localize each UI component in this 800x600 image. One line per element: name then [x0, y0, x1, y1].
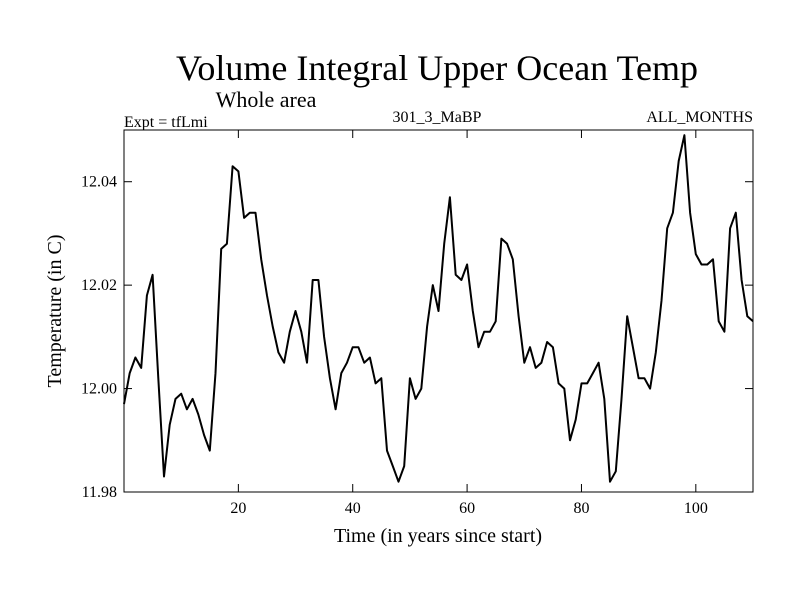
y-tick-label: 12.02: [81, 277, 117, 294]
chart-title: Volume Integral Upper Ocean Temp: [176, 48, 698, 88]
y-axis-label: Temperature (in C): [44, 235, 66, 388]
y-tick-label: 12.04: [81, 174, 117, 191]
y-axis-ticks: 11.98 12.00 12.02 12.04: [81, 174, 753, 501]
experiment-label: Expt = tfLmi: [124, 114, 208, 131]
temperature-series-line: [123, 134, 754, 483]
y-tick-label: 11.98: [82, 484, 117, 501]
plot-frame: [123, 129, 754, 493]
x-tick-label: 40: [345, 500, 361, 517]
x-axis-ticks: 20 40 60 80 100: [230, 130, 708, 517]
x-tick-label: 20: [230, 500, 246, 517]
x-tick-label: 100: [684, 500, 708, 517]
run-label: 301_3_MaBP: [393, 109, 482, 126]
x-tick-label: 80: [573, 500, 589, 517]
x-axis-label: Time (in years since start): [334, 525, 542, 547]
y-tick-label: 12.00: [81, 381, 117, 398]
months-label: ALL_MONTHS: [646, 109, 753, 126]
chart-subtitle: Whole area: [216, 87, 317, 112]
x-tick-label: 60: [459, 500, 475, 517]
plot-area: 20 40 60 80 100 11.98 12.00 12.02 12.04: [81, 129, 754, 517]
